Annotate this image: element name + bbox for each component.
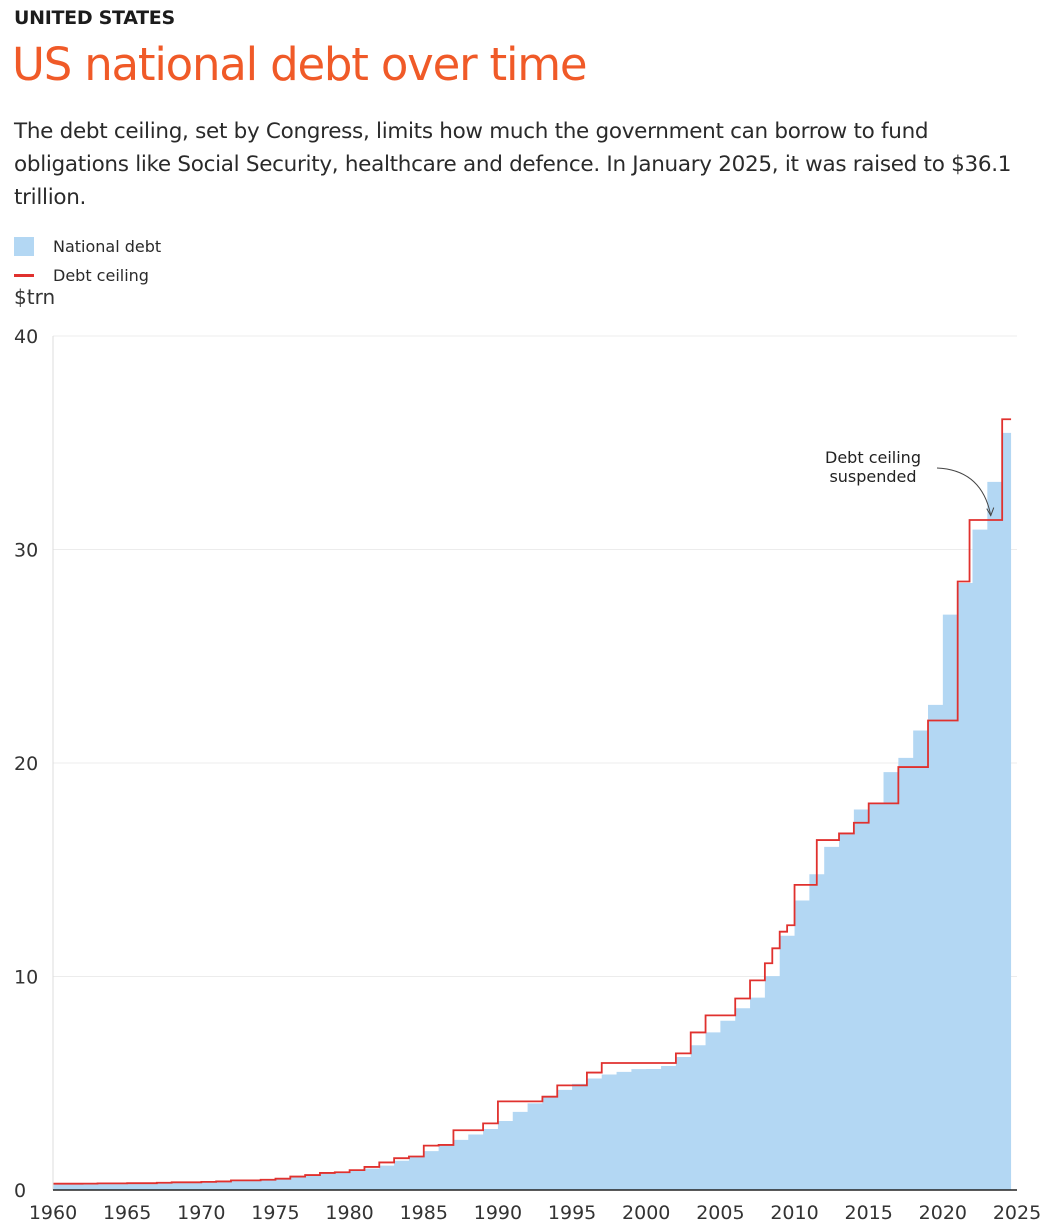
y-tick-label: 40 [14,326,38,348]
x-tick-label: 2000 [622,1202,670,1224]
y-axis-unit: $trn [14,285,56,309]
x-tick-label: 2020 [919,1202,967,1224]
x-tick-label: 2005 [696,1202,744,1224]
legend-item-national-debt: National debt [14,232,161,261]
x-tick-label: 1960 [29,1202,77,1224]
y-tick-label: 0 [14,1180,26,1202]
subtitle: The debt ceiling, set by Congress, limit… [14,119,1012,210]
legend-swatch-national-debt [14,237,34,256]
annotation-arrow [936,467,992,516]
legend-swatch-debt-ceiling [14,274,34,277]
legend: National debt Debt ceiling [14,232,161,290]
annotation-text-line: suspended [829,467,916,486]
legend-item-debt-ceiling: Debt ceiling [14,261,161,290]
annotation-text-line: Debt ceiling [825,448,921,467]
legend-label-debt-ceiling: Debt ceiling [53,266,149,285]
x-tick-label: 2015 [845,1202,893,1224]
y-axis-ticks: 0 10 20 30 40 [14,326,38,1202]
x-tick-label: 1990 [474,1202,522,1224]
page-title: US national debt over time [12,38,588,91]
y-tick-label: 20 [14,753,38,775]
x-tick-label: 2025 [993,1202,1041,1224]
x-tick-label: 1975 [251,1202,299,1224]
kicker: UNITED STATES [14,7,175,29]
x-tick-label: 1965 [103,1202,151,1224]
x-axis-ticks: 1960 1965 1970 1975 1980 1985 1990 1995 2000 2005… [29,1202,1041,1224]
debt-ceiling-line [53,418,1012,1185]
legend-label-national-debt: National debt [53,237,162,256]
x-tick-label: 1995 [548,1202,596,1224]
x-tick-label: 2010 [770,1202,818,1224]
y-tick-label: 30 [14,540,38,562]
x-tick-label: 1985 [400,1202,448,1224]
x-tick-label: 1980 [325,1202,373,1224]
y-tick-label: 10 [14,967,38,989]
annotation-arrowhead [986,507,995,517]
national-debt-area [53,432,1012,1191]
x-tick-label: 1970 [177,1202,225,1224]
